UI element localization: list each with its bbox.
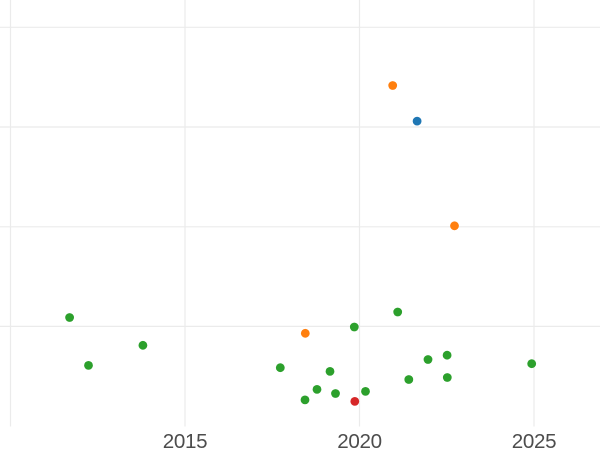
svg-text:2025: 2025 bbox=[512, 430, 557, 450]
svg-text:2020: 2020 bbox=[337, 430, 382, 450]
svg-text:2015: 2015 bbox=[163, 430, 208, 450]
